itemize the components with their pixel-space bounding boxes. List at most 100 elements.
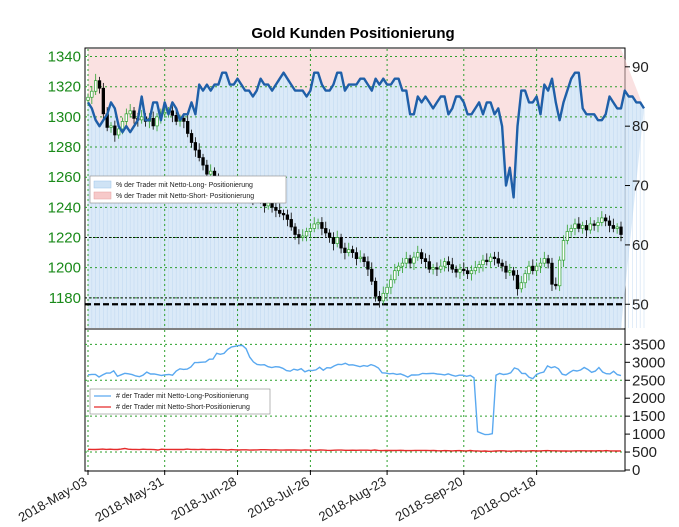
- candle-body: [101, 87, 105, 115]
- candle-body: [377, 295, 382, 302]
- candle-body: [588, 223, 592, 231]
- candle-body: [343, 247, 347, 253]
- x-tick-label: 2018-Jun-28: [168, 474, 239, 523]
- candle-body: [155, 116, 159, 127]
- legend-label-short: % der Trader mit Netto-Short- Positionie…: [116, 193, 254, 200]
- left-tick-label: 1340: [48, 49, 81, 66]
- candle-body: [488, 256, 493, 262]
- candle-body: [209, 170, 213, 175]
- candle-body: [419, 252, 424, 259]
- bottom-right-tick-label: 1500: [632, 408, 665, 425]
- candle-body: [485, 259, 489, 262]
- bottom-right-tick-label: 2000: [632, 390, 665, 407]
- candle-body: [416, 252, 420, 258]
- legend-swatch-long: [93, 180, 112, 189]
- bottom-right-tick-label: 1000: [632, 426, 665, 443]
- top-reference-lines: [85, 237, 625, 306]
- candle-body: [404, 258, 408, 264]
- candle-body: [573, 223, 577, 229]
- candle-body: [140, 116, 144, 121]
- candle-body: [531, 265, 535, 272]
- candle-body: [339, 237, 343, 249]
- candle-body: [500, 262, 504, 267]
- candle-body: [508, 270, 512, 273]
- top-panel: 1180 1200 1220 1240 1260 1280 1300 1320 1340 50 6…: [48, 47, 649, 330]
- candle-body: [400, 262, 405, 267]
- candle-body: [278, 210, 282, 214]
- candle-body: [366, 261, 370, 270]
- candle-body: [550, 262, 554, 285]
- bottom-legend-box: [89, 388, 271, 415]
- top-legend: % der Trader mit Netto-Long- Positionier…: [89, 175, 287, 204]
- right-tick-label: 90: [632, 59, 649, 76]
- right-tick-label: 60: [632, 237, 649, 254]
- candle-body: [561, 240, 566, 261]
- candle-body: [477, 264, 481, 269]
- candle-body: [458, 268, 462, 273]
- candle-body: [619, 226, 623, 235]
- candle-body: [151, 118, 155, 127]
- candle-body: [423, 258, 428, 262]
- x-tick-label: 2018-Aug-23: [316, 474, 389, 525]
- candle-body: [97, 80, 102, 89]
- candle-body: [113, 125, 117, 136]
- candle-body: [117, 128, 121, 136]
- candle-body: [519, 282, 523, 290]
- candle-body: [186, 121, 190, 134]
- candle-body: [427, 261, 431, 270]
- trader-count-lines: [87, 344, 622, 453]
- left-tick-label: 1240: [48, 199, 81, 216]
- x-tick-label: 2018-May-31: [92, 474, 166, 525]
- candle-body: [496, 258, 500, 264]
- candle-body: [534, 265, 539, 272]
- candle-body: [308, 228, 313, 232]
- candle-body: [86, 96, 90, 101]
- bottom-right-tick-label: 0: [632, 462, 640, 479]
- candle-body: [446, 261, 451, 266]
- pct-long-series: [86, 71, 646, 199]
- candle-body: [442, 261, 447, 267]
- x-tick-label: 2018-Jul-26: [245, 474, 312, 521]
- candle-body: [396, 265, 401, 272]
- candle-body: [523, 273, 527, 284]
- bottom-gridlines: [85, 330, 625, 470]
- candle-body: [408, 258, 412, 264]
- left-tick-label: 1280: [48, 139, 81, 156]
- legend-label-long: % der Trader mit Netto-Long- Positionier…: [116, 182, 253, 189]
- x-tick-label: 2018-May-03: [16, 474, 90, 525]
- candle-body: [381, 292, 385, 302]
- candle-body: [431, 267, 435, 270]
- left-axis-ticks: 1180 1200 1220 1240 1260 1280 1300 1320 1340: [48, 49, 81, 307]
- candle-body: [454, 268, 458, 273]
- x-axis-ticks: 2018-May-03 2018-May-31 2018-Jun-28 2018-Ju…: [16, 470, 538, 525]
- candle-body: [289, 219, 293, 228]
- candle-body: [327, 232, 332, 238]
- candle-body: [412, 256, 416, 264]
- candle-body: [465, 270, 470, 275]
- legend-label-short-count: # der Trader mit Netto-Short-Positionier…: [116, 404, 250, 411]
- right-tick-label: 70: [632, 178, 649, 195]
- candle-body: [174, 115, 178, 122]
- candle-body: [604, 217, 608, 222]
- legend-label-long-count: # der Trader mit Netto-Long-Positionieru…: [116, 393, 249, 400]
- chart-title: Gold Kunden Positionierung: [251, 25, 454, 42]
- candle-body: [193, 142, 198, 151]
- candle-body: [120, 121, 125, 130]
- candle-body: [335, 237, 339, 244]
- candle-body: [170, 110, 175, 116]
- candle-body: [569, 228, 573, 232]
- candle-body: [389, 279, 393, 288]
- candle-body: [370, 268, 374, 282]
- candle-body: [538, 262, 543, 267]
- candle-body: [557, 259, 562, 287]
- candle-body: [331, 237, 336, 244]
- candle-body: [450, 264, 454, 270]
- candle-body: [197, 149, 201, 158]
- right-tick-label: 50: [632, 296, 649, 313]
- candle-body: [554, 283, 558, 287]
- candle-body: [205, 164, 209, 175]
- candle-body: [270, 202, 274, 208]
- candle-body: [527, 265, 531, 275]
